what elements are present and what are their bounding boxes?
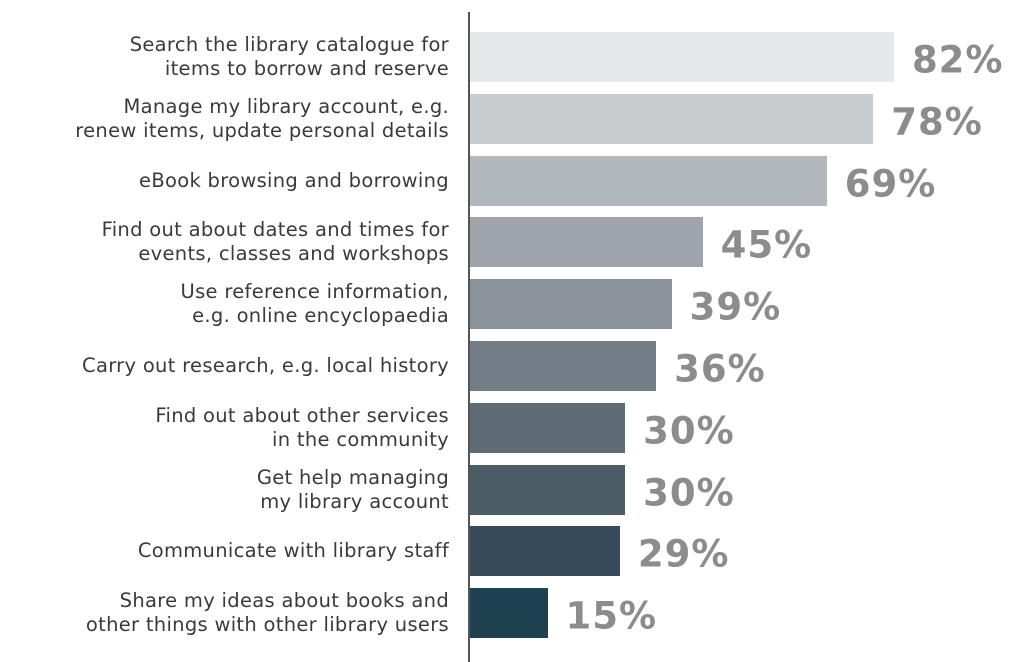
category-label: Manage my library account, e.g. renew it… xyxy=(75,94,449,142)
category-label: Get help managing my library account xyxy=(256,465,449,513)
category-label: Find out about dates and times for event… xyxy=(101,218,449,266)
category-label: Use reference information, e.g. online e… xyxy=(180,280,449,328)
value-label: 82% xyxy=(911,38,1004,82)
bar xyxy=(470,155,827,206)
value-label: 30% xyxy=(643,409,735,453)
value-label: 39% xyxy=(689,285,782,329)
bar xyxy=(470,402,626,453)
bar xyxy=(470,526,620,577)
bar xyxy=(470,588,548,639)
bar xyxy=(470,464,626,515)
value-label: 29% xyxy=(637,532,730,576)
bar xyxy=(470,217,703,268)
category-label: Find out about other services in the com… xyxy=(155,403,449,451)
bar xyxy=(470,341,657,391)
category-label: Carry out research, e.g. local history xyxy=(82,354,449,377)
value-label: 45% xyxy=(720,223,813,267)
category-label: Communicate with library staff xyxy=(137,539,449,563)
value-label: 15% xyxy=(565,594,658,638)
axis-line xyxy=(468,12,470,662)
value-label: 78% xyxy=(891,100,983,144)
bar xyxy=(470,32,894,82)
value-label: 30% xyxy=(643,471,735,515)
value-label: 36% xyxy=(674,347,766,391)
bar xyxy=(470,279,672,330)
value-label: 69% xyxy=(844,162,937,206)
category-label: Share my ideas about books and other thi… xyxy=(85,589,449,637)
category-label: eBook browsing and borrowing xyxy=(139,168,449,192)
bar xyxy=(470,93,874,144)
category-label: Search the library catalogue for items t… xyxy=(129,33,449,80)
